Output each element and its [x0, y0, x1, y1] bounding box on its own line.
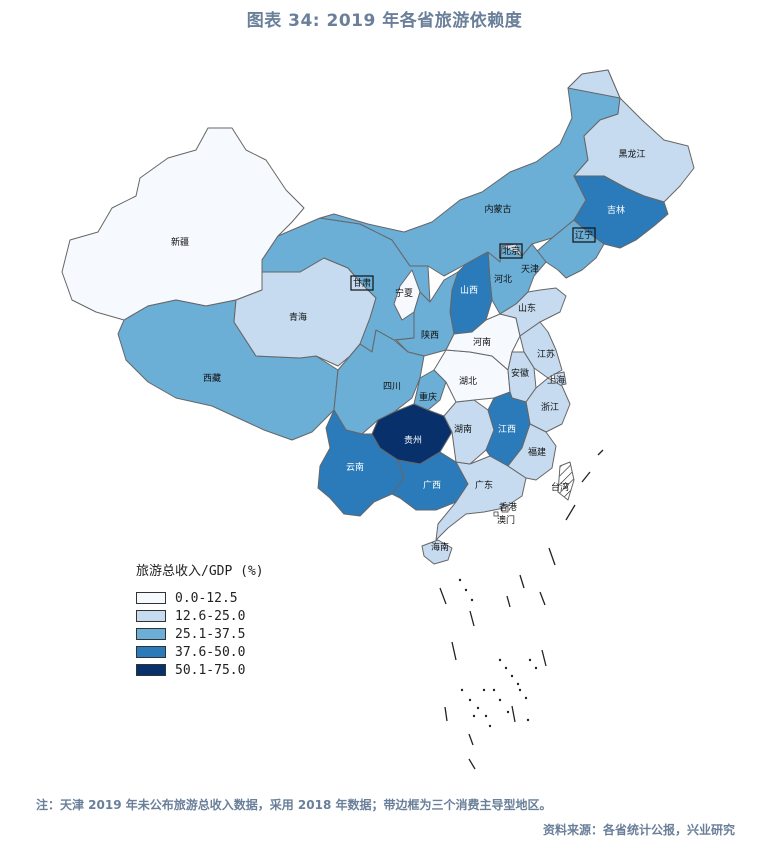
consumption-region-box: [350, 275, 374, 291]
province-label: 云南: [346, 461, 364, 473]
province-30: [507, 423, 557, 481]
province-label: 福建: [528, 446, 546, 458]
island-dot: [470, 598, 474, 602]
island-dot: [468, 698, 472, 702]
island-dot: [526, 718, 530, 722]
province-label: 澳门: [497, 514, 515, 526]
island-dot: [476, 706, 480, 710]
map-legend: 旅游总收入/GDP (%) 0.0-12.5 12.6-25.0 25.1-37.5…: [136, 560, 264, 679]
legend-label: 12.6-25.0: [175, 608, 246, 624]
province-13: [395, 271, 459, 357]
island-dot: [472, 714, 476, 718]
island-dot: [482, 688, 486, 692]
island-dot: [498, 698, 502, 702]
legend-label: 25.1-37.5: [175, 626, 246, 642]
legend-swatch: [136, 646, 166, 658]
province-label: 香港: [499, 501, 517, 513]
province-20: [421, 539, 453, 565]
legend-item: 25.1-37.5: [136, 625, 264, 643]
province-label: 四川: [383, 382, 401, 392]
island-dot: [464, 588, 468, 592]
legend-swatch: [136, 610, 166, 622]
island-dot: [504, 666, 508, 670]
island-dot: [460, 688, 464, 692]
province-label: 新疆: [171, 236, 189, 248]
province-label: 内蒙古: [484, 203, 511, 215]
legend-item: 12.6-25.0: [136, 607, 264, 625]
page-title: 图表 34: 2019 年各省旅游依赖度: [246, 11, 523, 31]
province-label: 河北: [494, 273, 512, 285]
legend-item: 0.0-12.5: [136, 589, 264, 607]
legend-swatch: [136, 592, 166, 604]
province-label: 宁夏: [395, 287, 413, 299]
province-17: [371, 403, 453, 465]
province-label: 吉林: [607, 204, 625, 216]
consumption-region-box: [499, 243, 523, 259]
province-label: 山西: [460, 285, 478, 296]
island-dot: [458, 578, 462, 582]
province-33: [493, 511, 499, 517]
province-32: [501, 505, 509, 513]
province-label: 江西: [498, 424, 516, 435]
province-label: 台湾: [551, 481, 569, 493]
legend-swatch: [136, 664, 166, 676]
island-dot: [524, 696, 528, 700]
province-label: 贵州: [404, 434, 422, 446]
province-24: [499, 287, 567, 337]
island-dot: [516, 682, 520, 686]
province-label: 湖北: [459, 376, 477, 387]
island-dot: [498, 658, 502, 662]
island-dot: [484, 714, 488, 718]
province-label: 山东: [518, 302, 536, 314]
province-label: 湖南: [454, 423, 472, 435]
province-label: 重庆: [419, 391, 437, 403]
island-dot: [510, 674, 514, 678]
legend-title: 旅游总收入/GDP (%): [136, 564, 264, 579]
source-note: 资料来源：各省统计公报，兴业研究: [542, 823, 735, 837]
footnote: 注：天津 2019 年未公布旅游总收入数据，采用 2018 年数据；带边框为三个…: [36, 798, 552, 812]
legend-label: 37.6-50.0: [175, 644, 246, 660]
province-label: 安徽: [511, 367, 529, 379]
legend-swatch: [136, 628, 166, 640]
province-label: 西藏: [203, 372, 221, 384]
legend-label: 50.1-75.0: [175, 662, 246, 678]
province-label: 青海: [289, 311, 307, 323]
legend-item: 37.6-50.0: [136, 643, 264, 661]
legend-label: 0.0-12.5: [175, 590, 238, 606]
island-dot: [492, 688, 496, 692]
province-label: 江苏: [537, 348, 555, 360]
province-label: 广西: [423, 479, 441, 491]
province-label: 北京: [502, 245, 520, 257]
province-31: [557, 461, 575, 501]
south-china-sea-islands: [439, 449, 604, 770]
province-label: 天津: [521, 264, 539, 275]
legend-item: 50.1-75.0: [136, 661, 264, 679]
island-dot: [506, 710, 510, 714]
province-label: 甘肃: [353, 277, 371, 289]
province-label: 浙江: [541, 401, 559, 413]
province-label: 黑龙江: [618, 148, 645, 160]
island-dot: [518, 688, 522, 692]
province-label: 上海: [547, 374, 565, 386]
province-label: 广东: [475, 479, 493, 491]
island-dot: [528, 658, 532, 662]
province-label: 辽宁: [575, 229, 593, 241]
island-dot: [488, 724, 492, 728]
province-label: 河南: [473, 336, 491, 348]
island-dot: [534, 666, 538, 670]
province-label: 海南: [431, 541, 449, 553]
province-label: 陕西: [421, 329, 439, 341]
consumption-region-box: [572, 227, 596, 243]
